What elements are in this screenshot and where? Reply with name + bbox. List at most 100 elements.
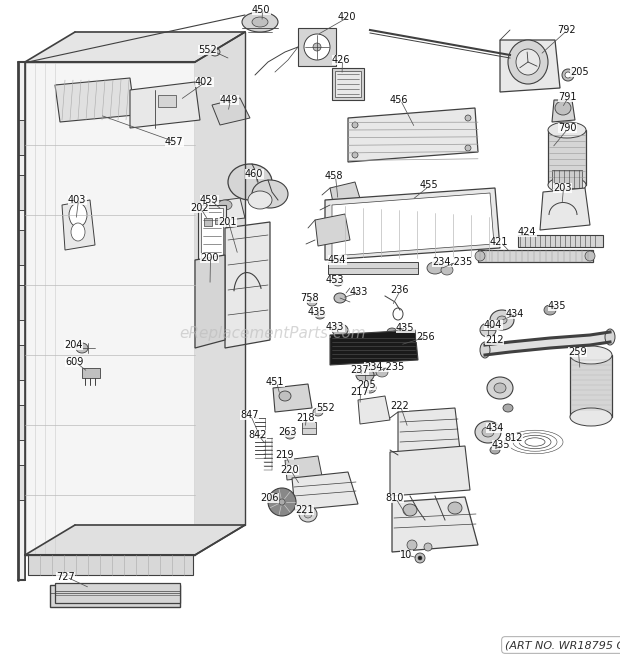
Text: 201: 201 xyxy=(218,217,236,227)
Ellipse shape xyxy=(218,200,232,210)
Ellipse shape xyxy=(356,368,374,382)
Text: 217: 217 xyxy=(350,387,369,397)
Ellipse shape xyxy=(562,69,574,81)
Text: 435: 435 xyxy=(396,323,415,333)
Text: 434: 434 xyxy=(486,423,505,433)
Ellipse shape xyxy=(465,115,471,121)
Text: 205: 205 xyxy=(357,380,376,390)
Ellipse shape xyxy=(279,499,285,505)
Bar xyxy=(552,170,582,188)
Ellipse shape xyxy=(605,329,615,345)
Text: 234,235: 234,235 xyxy=(364,362,404,372)
Ellipse shape xyxy=(570,408,612,426)
Ellipse shape xyxy=(475,421,501,443)
Bar xyxy=(204,218,212,226)
Text: 424: 424 xyxy=(518,227,536,237)
Text: 205: 205 xyxy=(570,67,588,77)
Polygon shape xyxy=(18,345,25,380)
Polygon shape xyxy=(195,32,245,555)
Bar xyxy=(55,583,180,603)
Polygon shape xyxy=(552,100,575,122)
Text: 435: 435 xyxy=(492,440,510,450)
Text: 433: 433 xyxy=(350,287,368,297)
Ellipse shape xyxy=(307,298,317,306)
Text: 434: 434 xyxy=(506,309,525,319)
Text: 458: 458 xyxy=(325,171,343,181)
Ellipse shape xyxy=(490,310,514,330)
Text: 402: 402 xyxy=(195,77,213,87)
Polygon shape xyxy=(18,285,25,320)
Polygon shape xyxy=(285,456,322,480)
Bar xyxy=(328,262,418,274)
Bar xyxy=(25,62,195,555)
Ellipse shape xyxy=(313,408,323,416)
Bar xyxy=(335,71,361,97)
Ellipse shape xyxy=(497,316,507,324)
Polygon shape xyxy=(398,408,460,455)
Ellipse shape xyxy=(376,367,388,377)
Ellipse shape xyxy=(490,446,500,454)
Text: 451: 451 xyxy=(266,377,285,387)
Bar xyxy=(570,355,612,417)
Text: 212: 212 xyxy=(485,335,503,345)
Text: 457: 457 xyxy=(165,137,184,147)
Bar xyxy=(158,95,176,107)
Ellipse shape xyxy=(427,262,443,274)
Ellipse shape xyxy=(555,101,571,115)
Text: 421: 421 xyxy=(490,237,508,247)
Polygon shape xyxy=(25,32,245,62)
Ellipse shape xyxy=(508,40,548,84)
Text: 202: 202 xyxy=(190,203,208,213)
Ellipse shape xyxy=(494,383,506,393)
Polygon shape xyxy=(500,40,560,92)
Ellipse shape xyxy=(448,502,462,514)
Ellipse shape xyxy=(548,177,586,193)
Ellipse shape xyxy=(210,48,220,56)
Text: 460: 460 xyxy=(245,169,264,179)
Ellipse shape xyxy=(407,540,417,550)
Polygon shape xyxy=(358,396,390,424)
Ellipse shape xyxy=(482,427,494,437)
Bar xyxy=(478,250,593,262)
Ellipse shape xyxy=(565,72,571,78)
Text: 552: 552 xyxy=(316,403,335,413)
Polygon shape xyxy=(195,255,225,348)
Text: 454: 454 xyxy=(328,255,347,265)
Bar xyxy=(302,422,316,434)
Text: 219: 219 xyxy=(275,450,293,460)
Text: 790: 790 xyxy=(558,123,577,133)
Bar xyxy=(18,62,25,580)
Ellipse shape xyxy=(252,180,288,208)
Ellipse shape xyxy=(516,49,540,75)
Polygon shape xyxy=(332,193,494,256)
Ellipse shape xyxy=(332,324,348,336)
Ellipse shape xyxy=(76,343,88,353)
Ellipse shape xyxy=(364,383,376,393)
Text: 435: 435 xyxy=(308,307,327,317)
Text: 456: 456 xyxy=(390,95,409,105)
Polygon shape xyxy=(18,230,25,265)
Ellipse shape xyxy=(367,385,373,391)
Ellipse shape xyxy=(424,543,432,551)
Text: 459: 459 xyxy=(200,195,218,205)
Polygon shape xyxy=(330,330,418,365)
Ellipse shape xyxy=(415,553,425,563)
Ellipse shape xyxy=(352,152,358,158)
Text: 203: 203 xyxy=(553,183,572,193)
Text: 609: 609 xyxy=(65,357,83,367)
Ellipse shape xyxy=(69,203,87,227)
Polygon shape xyxy=(392,497,478,552)
Text: 222: 222 xyxy=(390,401,409,411)
Polygon shape xyxy=(292,472,358,510)
Bar xyxy=(518,235,603,247)
Bar xyxy=(548,130,586,185)
Text: 403: 403 xyxy=(68,195,86,205)
Ellipse shape xyxy=(242,12,278,32)
Ellipse shape xyxy=(548,122,586,138)
Ellipse shape xyxy=(465,145,471,151)
Text: 204: 204 xyxy=(64,340,82,350)
Ellipse shape xyxy=(352,122,358,128)
Polygon shape xyxy=(18,405,25,440)
Text: 426: 426 xyxy=(332,55,350,65)
Text: 220: 220 xyxy=(280,465,299,475)
